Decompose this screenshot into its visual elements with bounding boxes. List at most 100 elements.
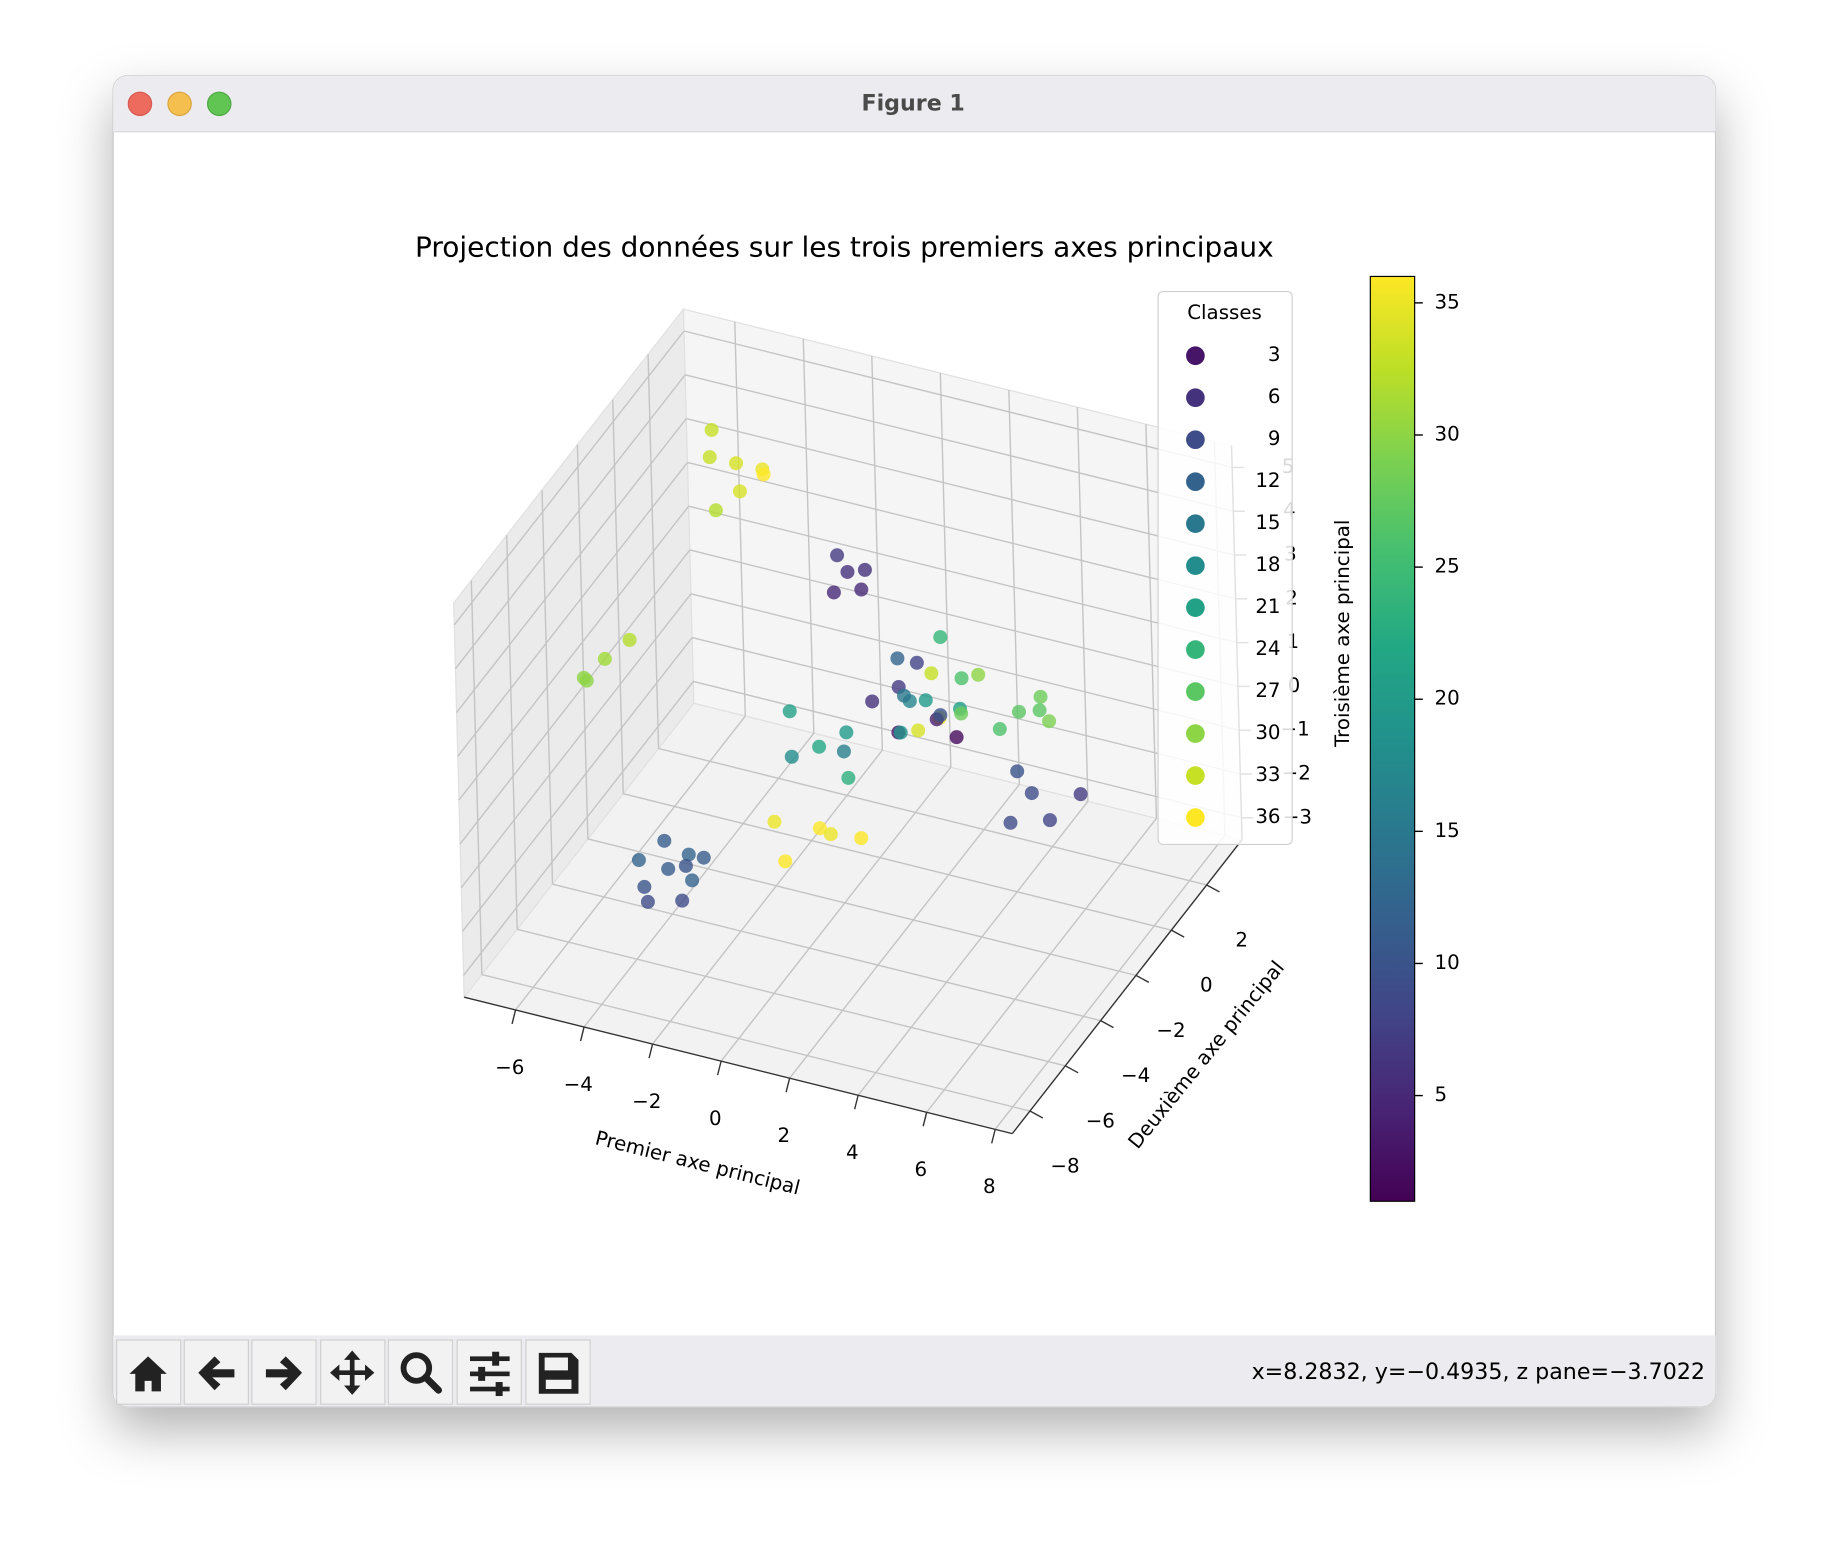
data-point [657, 833, 672, 848]
x-tick-label: 6 [915, 1158, 928, 1181]
x-tick [922, 1112, 928, 1127]
data-point [708, 503, 723, 518]
back-button[interactable] [183, 1339, 249, 1405]
x-tick-label: 2 [777, 1124, 790, 1147]
grid-line [458, 505, 690, 801]
colorbar [1369, 275, 1416, 1202]
close-button[interactable] [127, 91, 153, 117]
x-tick-label: 0 [709, 1107, 722, 1130]
x-tick [511, 1009, 517, 1025]
data-point [896, 688, 911, 703]
data-point [661, 861, 676, 876]
forward-button[interactable] [251, 1339, 317, 1405]
data-point [1012, 704, 1026, 719]
y-tick [1064, 1065, 1079, 1074]
colorbar-tick-label: 30 [1434, 422, 1459, 445]
data-point [992, 722, 1007, 737]
data-point [704, 422, 719, 437]
grid-line [514, 715, 746, 1011]
grid-line [926, 817, 1157, 1113]
legend-label: 36 [1255, 805, 1280, 828]
legend-marker [1186, 808, 1205, 827]
z-axis-label: Troisième axe principal [1331, 520, 1354, 748]
configure-button[interactable] [456, 1339, 522, 1405]
data-point [971, 667, 986, 682]
data-point [767, 814, 782, 829]
data-point [840, 564, 855, 579]
pan-button[interactable] [320, 1339, 386, 1405]
save-button[interactable] [525, 1339, 591, 1405]
data-point [954, 706, 969, 721]
data-point [1042, 714, 1057, 729]
data-point [640, 894, 655, 909]
data-point [954, 671, 969, 686]
data-point [836, 744, 851, 759]
data-point [812, 739, 827, 754]
colorbar-tick-label: 20 [1434, 687, 1459, 710]
colorbar-tick-label: 5 [1434, 1083, 1447, 1106]
data-point [778, 854, 793, 869]
grid-line [690, 593, 1240, 731]
grid-line [623, 793, 1172, 931]
legend-marker [1186, 514, 1205, 534]
legend-label: 3 [1268, 343, 1281, 366]
legend-marker [1186, 598, 1205, 617]
grid-line [720, 766, 952, 1062]
x-tick [716, 1060, 722, 1076]
data-point [812, 821, 827, 836]
x-tick [990, 1129, 996, 1144]
data-point [1033, 689, 1048, 704]
data-point [1010, 764, 1025, 779]
data-point [784, 749, 799, 764]
y-tick-label: −4 [1121, 1064, 1150, 1087]
x-tick [579, 1026, 585, 1042]
grid-line [456, 418, 687, 713]
x-tick-label: 8 [983, 1175, 996, 1198]
zoom-button[interactable] [207, 91, 232, 117]
title-bar [113, 75, 1716, 132]
legend-marker [1186, 430, 1205, 450]
grid-line [461, 637, 693, 932]
grid-line [517, 928, 1066, 1067]
x-tick-label: −4 [564, 1073, 593, 1096]
y-tick [1135, 974, 1150, 983]
grid-line [460, 593, 692, 889]
grid-line [693, 680, 1242, 819]
zoom-tool-button[interactable] [387, 1339, 454, 1405]
home-button[interactable] [116, 1339, 182, 1405]
x-tick [648, 1043, 654, 1059]
plot-area: −6−4−202468−8−6−4−202−3−2−1012345Premier… [453, 275, 1460, 1202]
y-tick [1206, 884, 1220, 893]
data-point [681, 847, 696, 862]
data-point [782, 704, 797, 719]
data-point [622, 632, 637, 647]
grid-line [687, 461, 1236, 600]
x-tick-label: −6 [495, 1056, 524, 1079]
minimize-button[interactable] [167, 91, 192, 117]
legend-marker [1186, 640, 1205, 659]
data-point [949, 730, 964, 745]
legend-label: 6 [1268, 385, 1281, 408]
data-point [732, 484, 747, 499]
legend-label: 27 [1255, 679, 1280, 702]
grid-line [652, 749, 883, 1045]
data-point [1024, 786, 1039, 801]
grid-line [459, 549, 691, 845]
toolbar-buttons [116, 1339, 591, 1405]
y-tick-label: −2 [1156, 1019, 1185, 1042]
legend-label: 33 [1255, 763, 1280, 786]
legend-marker [1186, 682, 1205, 701]
y-tick [1029, 1110, 1044, 1119]
data-point [933, 630, 948, 645]
x-axis-line [463, 996, 1013, 1135]
colorbar-tick-label: 25 [1434, 555, 1459, 578]
data-point [854, 831, 869, 846]
grid-line [688, 505, 1237, 644]
grid-line [658, 747, 1207, 886]
data-point [637, 879, 652, 894]
data-point [696, 850, 711, 865]
data-point [678, 858, 693, 873]
legend-label: 24 [1255, 637, 1280, 660]
data-point [675, 893, 690, 908]
data-point [702, 450, 717, 465]
